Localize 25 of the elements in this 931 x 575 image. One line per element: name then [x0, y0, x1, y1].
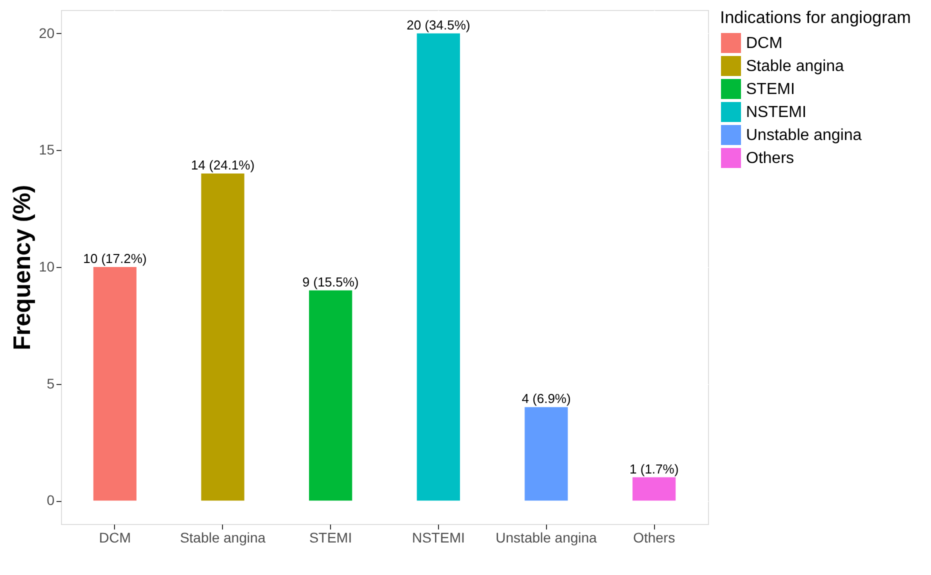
legend-label: DCM [746, 35, 782, 52]
y-tick-label: 20 [38, 24, 55, 41]
y-tick-label: 15 [38, 142, 55, 158]
legend-label: STEMI [746, 81, 795, 98]
y-tick-label: 5 [46, 375, 55, 392]
legend-label: NSTEMI [746, 104, 806, 121]
x-tick-label: STEMI [309, 530, 352, 546]
x-tick-label: Stable angina [180, 530, 266, 546]
x-tick-label: Others [633, 530, 676, 546]
legend-label: Stable angina [746, 58, 844, 75]
x-tick-label: NSTEMI [412, 530, 465, 546]
legend-title: Indications for angiogram [720, 8, 911, 27]
y-tick-label: 0 [46, 492, 55, 508]
data-label: 9 (15.5%) [302, 274, 359, 290]
x-tick-label: Unstable angina [496, 530, 598, 546]
data-label: 10 (17.2%) [83, 251, 147, 266]
legend-label: Others [746, 150, 794, 167]
data-label: 20 (34.5%) [406, 17, 470, 32]
data-label: 1 (1.7%) [630, 461, 679, 476]
x-tick-label: DCM [98, 530, 131, 546]
data-label: 4 (6.9%) [522, 391, 571, 406]
y-axis-title: Frequency (%) [8, 184, 36, 350]
data-label: 14 (24.1%) [190, 158, 255, 173]
legend-label: Unstable angina [746, 127, 862, 144]
y-tick-label: 10 [38, 258, 55, 274]
